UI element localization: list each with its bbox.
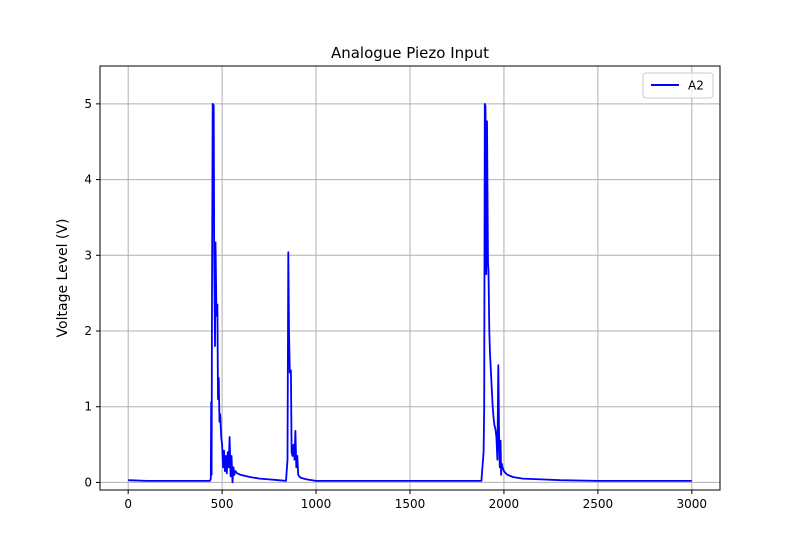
y-tick-label: 5 (84, 97, 92, 111)
series-layer (128, 103, 692, 484)
y-axis-ticks: 0 1 2 3 4 5 (84, 97, 100, 489)
series-line-a2 (128, 103, 692, 484)
y-tick-label: 0 (84, 475, 92, 489)
y-tick-label: 2 (84, 324, 92, 338)
x-tick-label: 2000 (489, 497, 520, 511)
y-axis-label: Voltage Level (V) (55, 219, 71, 338)
y-tick-label: 3 (84, 248, 92, 262)
x-tick-label: 2500 (583, 497, 614, 511)
x-tick-label: 1500 (395, 497, 426, 511)
y-tick-label: 4 (84, 173, 92, 187)
x-tick-label: 3000 (677, 497, 708, 511)
x-tick-label: 500 (211, 497, 234, 511)
legend-entry-a2: A2 (688, 79, 704, 93)
x-tick-label: 1000 (301, 497, 332, 511)
chart-title: Analogue Piezo Input (331, 44, 489, 62)
x-tick-label: 0 (124, 497, 132, 511)
grid (100, 66, 720, 490)
x-axis-ticks: 0 500 1000 1500 2000 2500 3000 (124, 490, 707, 511)
y-tick-label: 1 (84, 400, 92, 414)
legend: A2 (642, 72, 714, 99)
